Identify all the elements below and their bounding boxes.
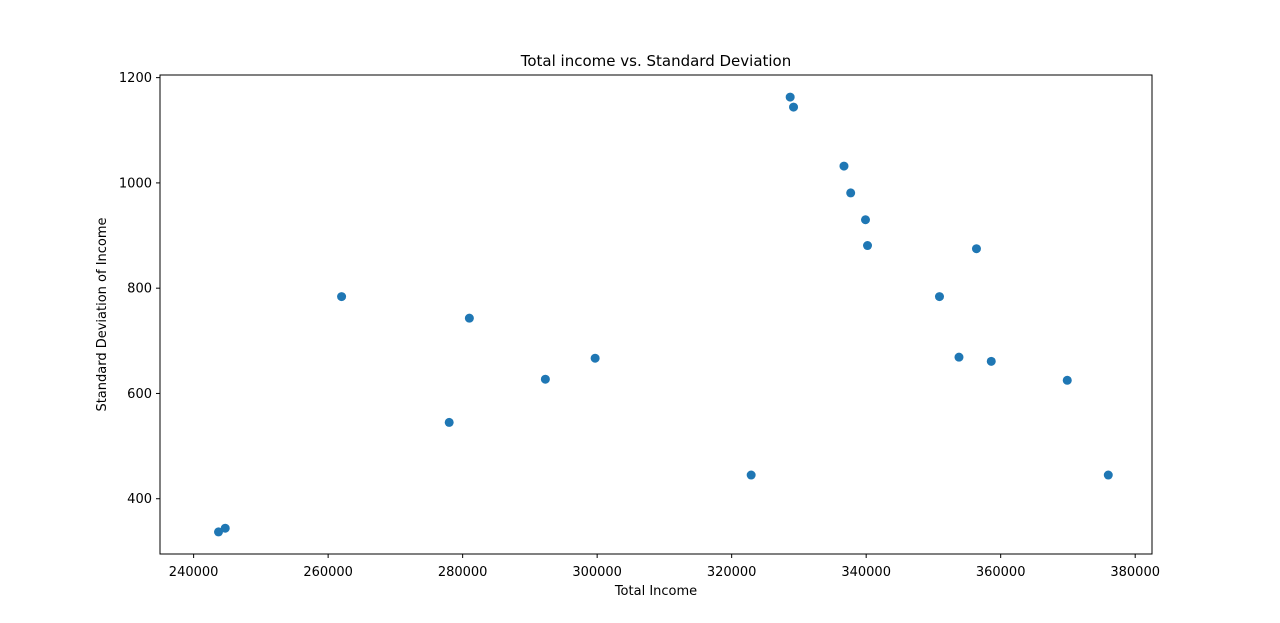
data-point <box>934 292 944 302</box>
data-point <box>986 356 996 366</box>
data-point <box>540 374 550 384</box>
y-tick-label: 800 <box>127 282 152 297</box>
data-point <box>863 241 873 251</box>
data-point <box>839 161 849 171</box>
data-point <box>746 470 756 480</box>
data-point <box>464 313 474 323</box>
data-point <box>954 352 964 362</box>
y-tick-label: 1200 <box>119 71 152 86</box>
y-tick-label: 1000 <box>119 176 152 191</box>
x-axis-ticks: 240000 260000 280000 300000 320000 340000 3600… <box>169 554 1160 580</box>
data-point <box>971 244 981 254</box>
data-point <box>337 292 347 302</box>
data-point <box>444 417 454 427</box>
data-point <box>1062 375 1072 385</box>
chart-title: Total income vs. Standard Deviation <box>520 52 792 70</box>
data-point <box>1103 470 1113 480</box>
x-tick-label: 340000 <box>841 565 891 580</box>
y-tick-label: 400 <box>127 492 152 507</box>
data-point <box>789 102 799 112</box>
x-tick-label: 360000 <box>976 565 1026 580</box>
data-point <box>846 188 856 198</box>
x-tick-label: 280000 <box>438 565 488 580</box>
data-point <box>860 215 870 225</box>
y-axis-label: Standard Deviation of Income <box>95 217 110 411</box>
x-tick-label: 260000 <box>303 565 353 580</box>
x-axis-label: Total Income <box>614 584 697 599</box>
y-tick-label: 600 <box>127 387 152 402</box>
plot-frame <box>159 74 1153 555</box>
y-axis-ticks: 400 600 800 1000 1200 <box>119 71 160 507</box>
data-point <box>785 92 795 102</box>
data-point <box>590 353 600 363</box>
data-points <box>214 92 1113 537</box>
data-point <box>214 527 224 537</box>
x-tick-label: 380000 <box>1110 565 1160 580</box>
x-tick-label: 320000 <box>707 565 757 580</box>
data-point <box>220 523 230 533</box>
x-tick-label: 240000 <box>169 565 219 580</box>
x-tick-label: 300000 <box>572 565 622 580</box>
